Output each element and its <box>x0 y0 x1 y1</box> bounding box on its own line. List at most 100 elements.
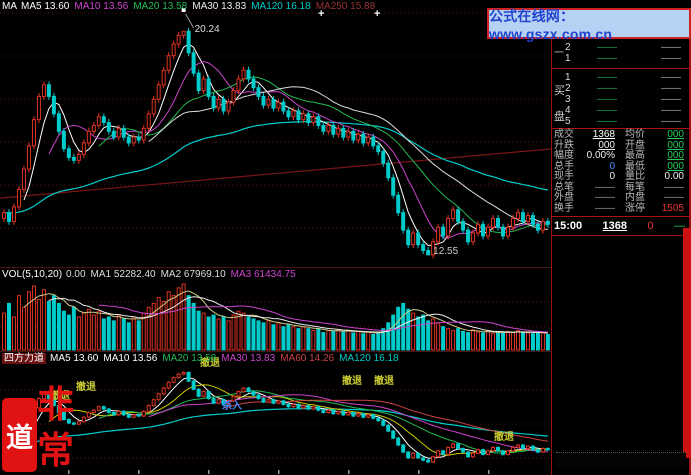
order-level: 2 <box>565 83 571 94</box>
banner-text: 公式在线网：www.gszx.com.cn <box>489 7 613 42</box>
quote-value[interactable]: 000 <box>667 150 684 161</box>
signal-label: 撤退 <box>494 430 514 443</box>
order-price: —— <box>661 42 681 53</box>
order-price: —— <box>661 105 681 116</box>
quote-value[interactable]: 000 <box>667 160 684 172</box>
divider <box>552 68 689 69</box>
indicator-name-sifang[interactable]: 四方力道 <box>2 353 46 364</box>
quote-label: 外盘 <box>554 192 574 203</box>
order-book-row[interactable]: 2 —— —— <box>565 42 689 53</box>
indicator-value: MA250 15.88 <box>315 1 376 12</box>
last-price-link[interactable]: 1368 <box>602 220 628 232</box>
order-level: 1 <box>565 53 571 64</box>
quote-label: 涨停 <box>625 202 645 214</box>
order-book-row[interactable]: 4 —— —— <box>565 105 689 116</box>
indicator-value: MA5 13.60 <box>50 353 99 364</box>
quote-panel: 一 2 —— —— 1 —— —— 买盘 1 —— —— 2 —— —— 3 —— —— 4 —— —— 5 —— —… <box>551 38 691 475</box>
quote-value: —— <box>595 181 615 193</box>
order-price: —— <box>661 72 681 83</box>
quote-label: 总笔 <box>554 181 574 193</box>
indicator-value: 0.00 <box>66 269 86 280</box>
axis-tick <box>418 470 420 474</box>
seal-side-chars: 非常 <box>37 384 74 471</box>
order-book-row[interactable]: 2 —— —— <box>565 83 689 94</box>
quote-row: 换手 —— 涨停 1505 <box>554 202 687 215</box>
quote-value[interactable]: 000 <box>667 129 684 140</box>
time-price-row[interactable]: 15:00 1368 0 — <box>554 219 685 233</box>
indicator-value: MA10 13.56 <box>103 353 158 364</box>
quote-label: 内盘 <box>625 192 645 203</box>
seal-square-char: 道 <box>6 422 33 453</box>
tail-dash: — <box>673 220 685 232</box>
indicator-value: MA60 14.26 <box>280 353 335 364</box>
quote-value: —— <box>664 192 684 203</box>
sell-label-partial: 一 <box>554 48 564 59</box>
order-price: —— <box>661 83 681 94</box>
price-change: 0 <box>647 220 654 232</box>
indicator-value: MA2 67969.10 <box>160 269 226 280</box>
peak-marker <box>181 8 186 12</box>
order-volume: —— <box>597 94 617 105</box>
quote-value[interactable]: 1368 <box>592 129 615 140</box>
quote-label: 现手 <box>554 171 574 182</box>
indicator-name-vol[interactable]: VOL(5,10,20) <box>2 269 63 280</box>
order-level: 3 <box>565 94 571 105</box>
buy-order-rows: 1 —— —— 2 —— —— 3 —— —— 4 —— —— 5 —— —— <box>565 72 689 127</box>
divider <box>552 128 689 129</box>
plus-marker: + <box>374 8 380 20</box>
indicator-value: MA30 13.83 <box>221 353 276 364</box>
axis-tick <box>278 470 280 474</box>
seal-logo: 道 非常 <box>0 384 74 475</box>
quote-label: 换手 <box>554 202 574 214</box>
popup-box <box>556 452 686 468</box>
axis-tick <box>488 470 490 474</box>
quote-value: —— <box>664 181 684 193</box>
quote-row: 总笔 —— 每笔 —— <box>554 181 687 194</box>
quote-row: 外盘 —— 内盘 —— <box>554 192 687 204</box>
quote-label: 最低 <box>625 160 645 172</box>
order-book-row[interactable]: 1 —— —— <box>565 72 689 83</box>
volume-header: VOL(5,10,20) 0.00 MA1 52282.40 MA2 67969.10… <box>2 269 301 281</box>
axis-tick <box>208 470 210 474</box>
signal-label: 杀入 <box>222 399 242 412</box>
signal-label: 撤退 <box>76 380 96 393</box>
axis-tick <box>138 470 140 474</box>
quote-label: 最高 <box>625 150 645 161</box>
order-price: —— <box>661 94 681 105</box>
ad-banner[interactable]: 公式在线网：www.gszx.com.cn <box>487 7 691 42</box>
order-volume: —— <box>597 53 617 64</box>
indicator-value: MA120 16.18 <box>251 1 311 12</box>
quote-value[interactable]: 000 <box>598 139 615 151</box>
divider <box>552 216 689 217</box>
indicator-value: MA10 13.56 <box>74 1 129 12</box>
order-price: —— <box>661 53 681 64</box>
indicator-value: MA20 13.58 <box>133 1 188 12</box>
quote-value: 1505 <box>661 202 684 214</box>
indicator-value: MA120 16.18 <box>339 353 399 364</box>
order-price: —— <box>661 116 681 127</box>
order-book-row[interactable]: 5 —— —— <box>565 116 689 127</box>
quote-value: —— <box>595 202 615 214</box>
sell-order-rows: 2 —— —— 1 —— —— <box>565 42 689 64</box>
signal-label: 撤退 <box>342 374 362 387</box>
indicator-name-ma[interactable]: MA <box>2 1 17 12</box>
quote-value[interactable]: 000 <box>667 139 684 151</box>
quote-value: 0 <box>609 171 615 182</box>
quote-label: 量比 <box>625 171 645 182</box>
quote-label: 总手 <box>554 160 574 172</box>
quote-row: 现手 0 量比 0.00 <box>554 171 687 183</box>
indicator-value: MA1 52282.40 <box>90 269 156 280</box>
quote-label: 均价 <box>625 129 645 140</box>
order-book-row[interactable]: 1 —— —— <box>565 53 689 64</box>
trough-price-label: 12.55 <box>433 246 458 257</box>
order-volume: —— <box>597 42 617 53</box>
axis-tick <box>348 470 350 474</box>
quote-value: —— <box>595 192 615 203</box>
order-book-row[interactable]: 3 —— —— <box>565 94 689 105</box>
indicator-value: MA5 13.60 <box>21 1 70 12</box>
highlight-bar[interactable] <box>683 228 691 458</box>
quote-row: 幅度 0.00% 最高 000 <box>554 150 687 162</box>
plus-marker: + <box>318 8 324 20</box>
